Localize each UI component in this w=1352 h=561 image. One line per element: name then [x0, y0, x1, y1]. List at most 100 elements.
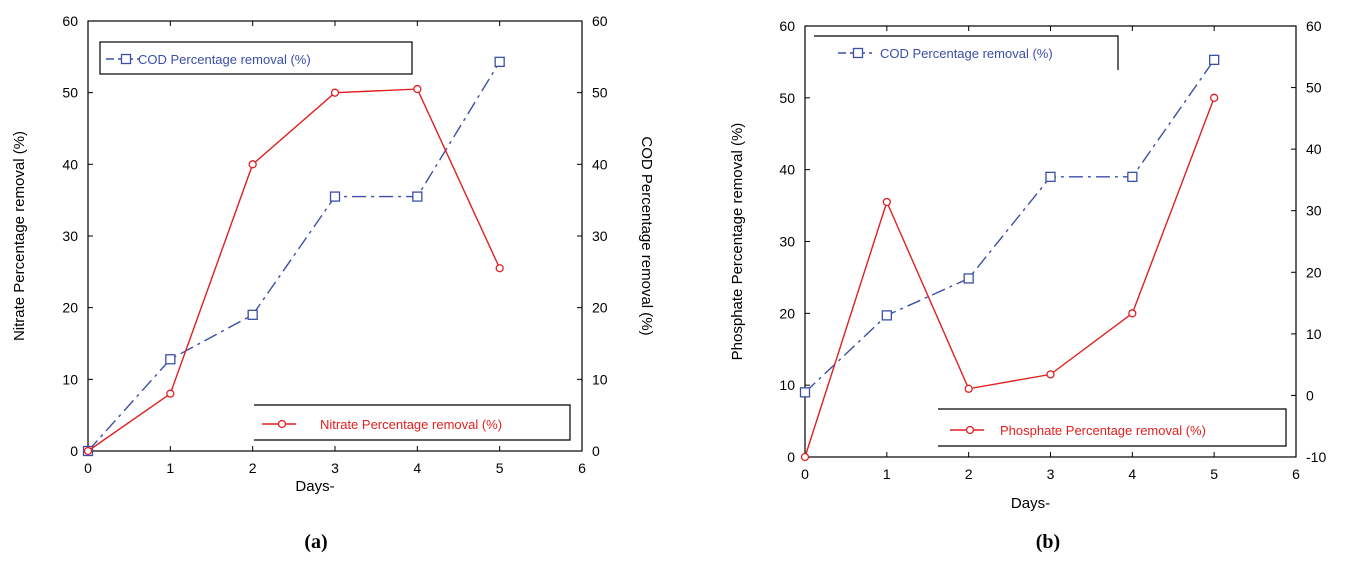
x-tick-label: 1	[883, 466, 891, 482]
x-tick-label: 4	[413, 460, 421, 476]
y2-tick-label: 0	[1306, 387, 1314, 403]
y-tick-label: 10	[779, 377, 795, 393]
y2-tick-label: 60	[592, 13, 608, 29]
y-tick-label: 50	[62, 85, 78, 101]
x-tick-label: 5	[1210, 466, 1218, 482]
panel-label: (a)	[304, 531, 327, 553]
legend-swatch-marker	[120, 53, 132, 65]
y2-tick-label: 10	[1306, 326, 1322, 342]
data-point-circle	[166, 389, 175, 398]
x-tick-label: 3	[1047, 466, 1055, 482]
legend-frame	[814, 35, 1119, 70]
legend-swatch-marker	[852, 47, 864, 59]
data-point-circle	[1210, 93, 1219, 102]
chart-a: 0 1 2 3 4 5 601020304050600102030405060Days-Ni…	[11, 13, 655, 553]
data-point-square	[963, 273, 974, 284]
data-point-square	[1127, 171, 1138, 183]
legend-label: COD Percentage removal (%)	[880, 46, 1053, 61]
y2-tick-label: 20	[592, 300, 608, 316]
series-cod	[799, 54, 1220, 398]
y2-tick-label: 30	[592, 228, 608, 244]
y-tick-label: 30	[62, 228, 78, 244]
series-line	[87, 61, 501, 452]
legend-swatch-marker	[277, 419, 287, 429]
x-tick-label: 2	[249, 460, 257, 476]
y-tick-label: 60	[62, 13, 78, 29]
data-point-circle	[1128, 309, 1137, 318]
legend-top-left: COD Percentage removal (%)	[814, 35, 1119, 70]
series-removal	[800, 93, 1219, 462]
y-tick-label: 0	[70, 443, 78, 459]
data-point-circle	[964, 384, 973, 393]
y-tick-label: 60	[779, 18, 795, 34]
y-tick-label: 20	[779, 305, 795, 321]
data-point-square	[1209, 54, 1220, 66]
y2-tick-label: 10	[592, 371, 608, 387]
y2-tick-label: 0	[592, 443, 600, 459]
y2-tick-label: 60	[1306, 18, 1322, 34]
y2-tick-label: 50	[1306, 80, 1322, 96]
x-axis-label: Days-	[1011, 495, 1050, 512]
data-point-square	[412, 191, 423, 202]
y-tick-label: 40	[779, 162, 795, 178]
y2-tick-label: -10	[1306, 449, 1326, 465]
legend-bottom-right: Phosphate Percentage removal (%)	[938, 408, 1287, 447]
legend-label: Phosphate Percentage removal (%)	[1000, 423, 1206, 438]
data-point-circle	[495, 264, 504, 273]
data-point-square	[799, 387, 811, 398]
data-point-square	[247, 309, 258, 320]
legend-frame	[254, 404, 571, 441]
y-tick-label: 30	[779, 234, 795, 250]
data-point-circle	[882, 197, 891, 207]
y-tick-label: 40	[62, 156, 78, 172]
legend-frame	[938, 408, 1287, 447]
panel-label: (b)	[1036, 531, 1060, 553]
legend-label: Nitrate Percentage removal (%)	[320, 417, 502, 432]
legend-bottom-right: Nitrate Percentage removal (%)	[254, 404, 571, 441]
legend-top-left: COD Percentage removal (%)	[99, 41, 413, 75]
series-line	[804, 97, 1215, 458]
data-point-circle	[248, 160, 257, 169]
series-removal	[83, 84, 504, 456]
x-axis-label: Days-	[295, 478, 334, 495]
data-point-square	[329, 191, 341, 202]
data-point-circle	[800, 452, 810, 462]
series-line	[87, 88, 501, 452]
y-tick-label: 20	[62, 300, 78, 316]
x-tick-label: 0	[801, 466, 809, 482]
y2-tick-label: 20	[1306, 264, 1322, 280]
legend-label: COD Percentage removal (%)	[138, 52, 311, 67]
data-point-circle	[413, 84, 422, 94]
y-tick-label: 0	[787, 449, 795, 465]
data-point-circle	[1046, 370, 1055, 379]
y2-tick-label: 40	[592, 156, 608, 172]
y2-tick-label: 40	[1306, 141, 1322, 157]
x-tick-label: 2	[965, 466, 973, 482]
data-point-circle	[330, 88, 340, 97]
y2-tick-label: 50	[592, 85, 608, 101]
data-point-square	[1045, 171, 1056, 183]
legend-swatch-marker	[965, 425, 975, 435]
x-tick-label: 4	[1128, 466, 1136, 482]
y-tick-label: 50	[779, 90, 795, 106]
y2-tick-label: 30	[1306, 203, 1322, 219]
series-cod	[82, 56, 505, 457]
x-tick-label: 3	[331, 460, 339, 476]
x-tick-label: 6	[578, 460, 586, 476]
x-tick-label: 5	[496, 460, 504, 476]
data-point-square	[165, 354, 176, 365]
plot-frame	[804, 25, 1297, 458]
legend-frame	[99, 41, 413, 75]
data-point-circle	[83, 446, 93, 456]
data-point-square	[494, 56, 505, 67]
chart-b: 0 1 2 3 4 5 60102030405060-100102030405060Days…	[729, 18, 1326, 553]
plot-frame	[87, 20, 583, 452]
series-line	[804, 59, 1215, 393]
y2-axis-label: COD Percentage removal (%)	[638, 136, 655, 335]
y-axis-label: Nitrate Percentage removal (%)	[11, 131, 28, 341]
x-tick-label: 1	[166, 460, 174, 476]
x-tick-label: 0	[84, 460, 92, 476]
y-axis-label: Phosphate Percentage removal (%)	[729, 123, 746, 361]
y-tick-label: 10	[62, 371, 78, 387]
